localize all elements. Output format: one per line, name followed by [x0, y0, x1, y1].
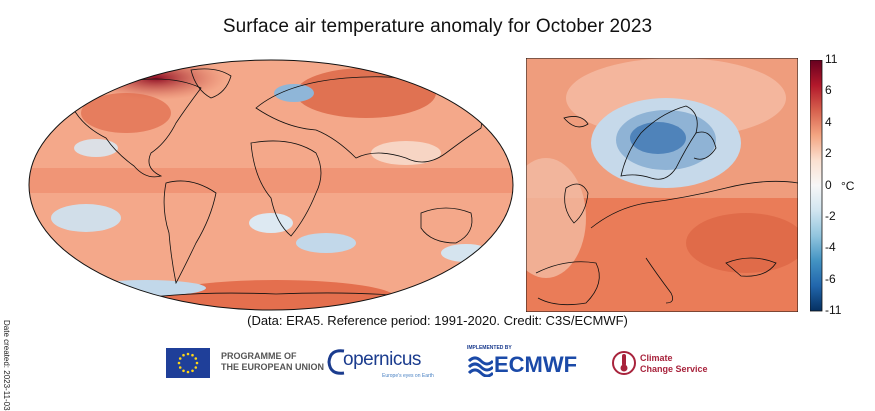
logo-strip: PROGRAMME OF THE EUROPEAN UNION opernicu… [0, 343, 875, 383]
colorbar-tick-label: 11 [825, 52, 838, 66]
thermometer-icon [612, 351, 636, 375]
greenland-coast [190, 68, 232, 99]
iberia-coast [535, 261, 600, 306]
eu-flag-icon [166, 348, 210, 378]
c3s-logo-text: Climate Change Service [640, 353, 708, 374]
copernicus-c-icon [327, 349, 345, 375]
colorbar-unit: °C [841, 179, 855, 193]
black-sea-coast [725, 257, 777, 277]
southern-ocean-cool [86, 280, 206, 296]
south-atlantic-cool [249, 213, 293, 233]
southern-indian-cool [296, 233, 356, 253]
chart-title: Surface air temperature anomaly for Octo… [222, 16, 653, 37]
continent-coast [590, 180, 798, 229]
colorbar [810, 60, 823, 312]
ecmwf-logo-text: ECMWF [494, 352, 578, 377]
colorbar-tick-label: -4 [825, 240, 836, 255]
canada-hotspot [81, 93, 171, 133]
australia-coast [420, 207, 473, 244]
eurasia-coast [255, 76, 483, 163]
colorbar-tick-label: -6 [825, 271, 836, 286]
scandinavia-cold-core [630, 122, 686, 154]
europe-anomaly-map [526, 58, 798, 312]
scandinavia-cold [274, 84, 314, 102]
north-atlantic-cool [74, 139, 118, 157]
italy-coast [645, 257, 674, 304]
south-pacific-cool [51, 204, 121, 232]
south-america-coast [163, 180, 217, 285]
british-isles-coast [564, 183, 589, 224]
asia-pale [371, 141, 441, 165]
colorbar-tick-label: -11 [825, 303, 842, 317]
europe-west-pale [526, 158, 586, 278]
global-anomaly-map [28, 59, 514, 311]
finland-coast [693, 131, 717, 160]
copernicus-tagline: Europe's eyes on Earth [382, 373, 434, 379]
siberia-hotspot [296, 68, 436, 118]
tropical-warm-band [29, 168, 513, 193]
data-credit: (Data: ERA5. Reference period: 1991-2020… [247, 313, 628, 328]
colorbar-tick-label: 4 [825, 114, 832, 129]
iceland-coast [563, 116, 589, 128]
north-america-coast [65, 78, 202, 178]
colorbar-tick-label: 2 [825, 146, 832, 161]
colorbar-tick-label: 0 [825, 177, 832, 192]
colorbar-tick-label: 6 [825, 83, 832, 98]
ecmwf-waves-icon [467, 356, 493, 377]
colorbar-tick-label: -2 [825, 208, 836, 223]
africa-coast [250, 140, 322, 237]
implemented-by-label: IMPLEMENTED BY [467, 345, 512, 351]
copernicus-logo-text: opernicus [343, 349, 421, 370]
eu-programme-text: PROGRAMME OF THE EUROPEAN UNION [221, 351, 325, 372]
europe-east-warm [686, 213, 798, 273]
